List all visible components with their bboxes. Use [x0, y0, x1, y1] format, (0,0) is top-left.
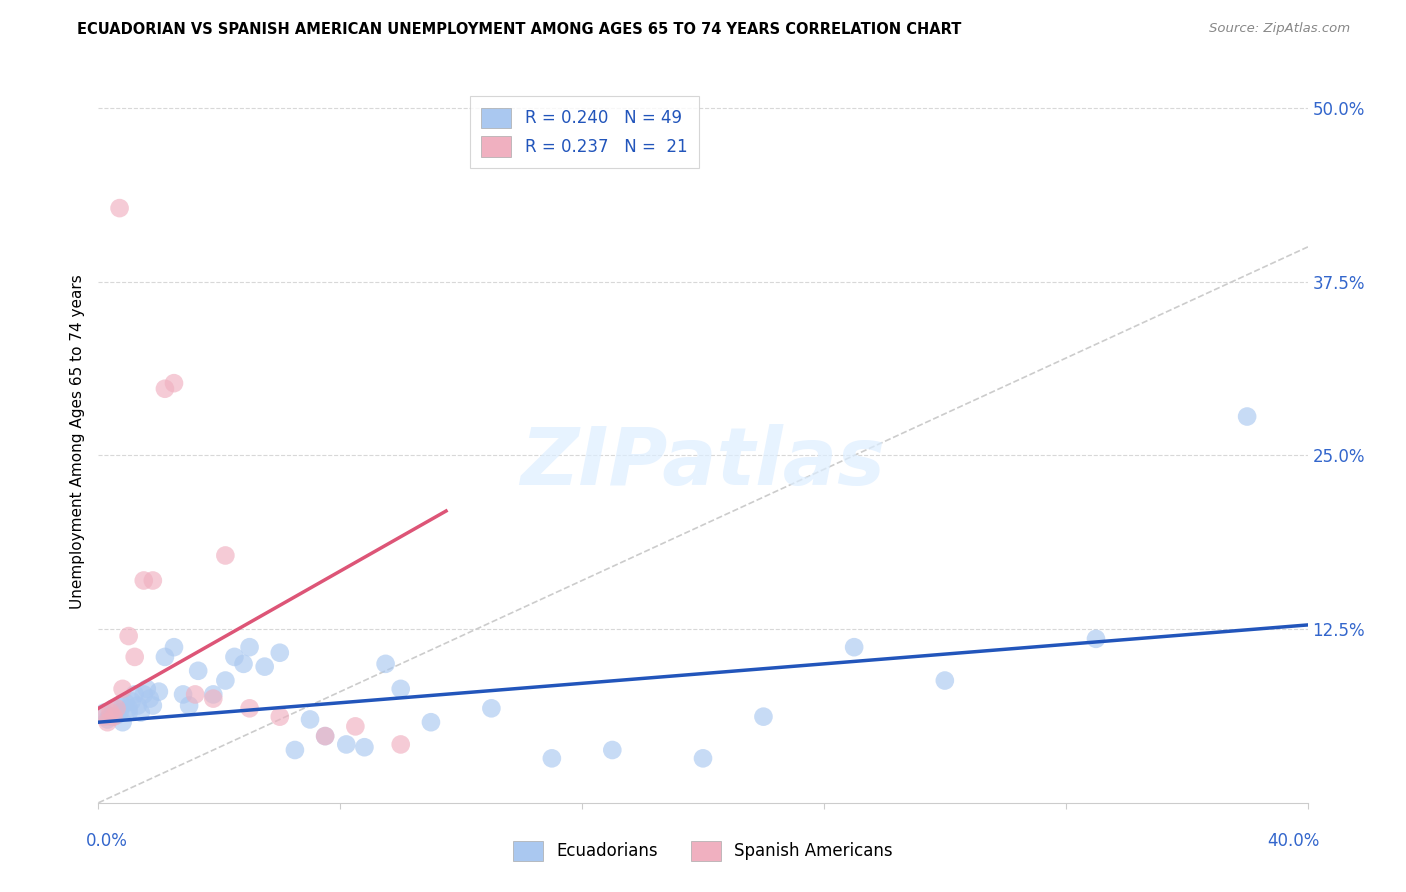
Point [111, 681, 134, 696]
Text: 0.0%: 0.0% [86, 831, 128, 850]
Point [132, 574, 155, 588]
Point [299, 713, 322, 727]
Point [1085, 632, 1108, 646]
Text: ZIPatlas: ZIPatlas [520, 425, 886, 502]
Point [105, 708, 128, 723]
Point [124, 649, 146, 664]
Point [752, 709, 775, 723]
Point [1236, 409, 1258, 424]
Point [129, 706, 152, 720]
Point [239, 701, 262, 715]
Point [344, 719, 367, 733]
Point [202, 691, 225, 706]
Point [187, 664, 209, 678]
Point [269, 646, 291, 660]
Point [844, 640, 866, 655]
Point [481, 701, 503, 715]
Point [139, 691, 162, 706]
Point [153, 649, 176, 664]
Point [420, 715, 443, 730]
Point [118, 701, 141, 715]
Point [389, 681, 412, 696]
Point [163, 640, 186, 655]
Point [202, 687, 225, 701]
Point [135, 681, 157, 696]
Point [214, 549, 236, 563]
Point [353, 740, 375, 755]
Point [127, 698, 149, 713]
Point [314, 729, 336, 743]
Point [121, 694, 143, 708]
Point [132, 687, 155, 701]
Text: Source: ZipAtlas.com: Source: ZipAtlas.com [1209, 22, 1350, 36]
Point [142, 698, 165, 713]
Point [284, 743, 307, 757]
Point [540, 751, 562, 765]
Point [105, 701, 128, 715]
Point [111, 698, 134, 713]
Y-axis label: Unemployment Among Ages 65 to 74 years: Unemployment Among Ages 65 to 74 years [69, 274, 84, 609]
Point [179, 698, 201, 713]
Point [111, 715, 134, 730]
Point [100, 706, 122, 720]
Point [253, 659, 276, 673]
Point [224, 649, 246, 664]
Text: ECUADORIAN VS SPANISH AMERICAN UNEMPLOYMENT AMONG AGES 65 TO 74 YEARS CORRELATIO: ECUADORIAN VS SPANISH AMERICAN UNEMPLOYM… [77, 22, 962, 37]
Point [118, 629, 141, 643]
Point [172, 687, 194, 701]
Point [100, 709, 122, 723]
Point [93, 709, 115, 723]
Point [389, 738, 412, 752]
Text: 40.0%: 40.0% [1267, 831, 1320, 850]
Point [934, 673, 956, 688]
Point [153, 382, 176, 396]
Point [108, 706, 131, 720]
Point [335, 738, 357, 752]
Point [692, 751, 714, 765]
Point [93, 706, 115, 720]
Point [108, 201, 131, 215]
Point [103, 709, 125, 723]
Point [114, 696, 136, 710]
Point [314, 729, 336, 743]
Point [96, 715, 118, 730]
Point [148, 684, 170, 698]
Point [124, 687, 146, 701]
Point [214, 673, 236, 688]
Point [118, 706, 141, 720]
Point [602, 743, 624, 757]
Point [96, 713, 118, 727]
Point [103, 701, 125, 715]
Point [239, 640, 262, 655]
Point [163, 376, 186, 391]
Point [269, 709, 291, 723]
Legend: R = 0.240   N = 49, R = 0.237   N =  21: R = 0.240 N = 49, R = 0.237 N = 21 [470, 95, 699, 169]
Legend: Ecuadorians, Spanish Americans: Ecuadorians, Spanish Americans [506, 834, 900, 868]
Point [142, 574, 165, 588]
Point [374, 657, 396, 671]
Point [232, 657, 254, 671]
Point [184, 687, 207, 701]
